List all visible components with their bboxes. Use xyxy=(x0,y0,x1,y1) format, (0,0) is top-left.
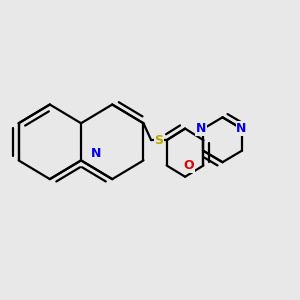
Text: N: N xyxy=(236,122,247,135)
Text: O: O xyxy=(183,159,194,172)
Text: N: N xyxy=(91,147,101,160)
Text: S: S xyxy=(154,134,164,147)
Text: N: N xyxy=(196,122,206,135)
